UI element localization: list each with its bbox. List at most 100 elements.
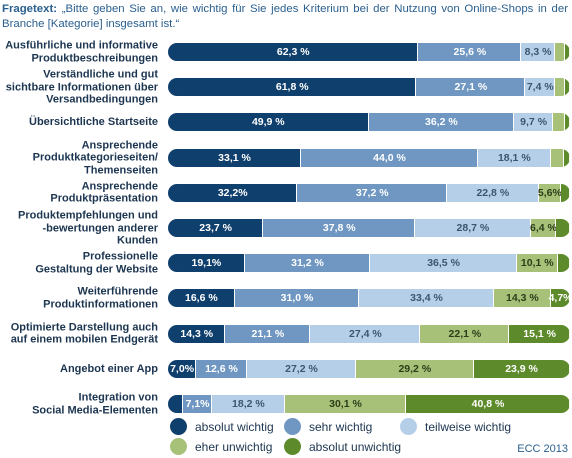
value-label: 31,0 % [280,292,314,305]
bar-segment [168,289,235,308]
bar-segment [168,43,419,61]
category-label: Optimierte Darstellung auch auf einem mo… [10,321,158,346]
value-label: 4,7% [548,292,570,305]
bar-segment [415,219,531,237]
source: ECC 2013 [517,443,568,455]
bar-segment [370,254,517,273]
bar-segment [416,78,526,97]
bar-segment [556,219,570,237]
legend-entry: absolut unwichtig [284,438,401,455]
value-label: 10,1 % [520,257,554,270]
bar-segment [168,219,264,237]
legend-swatch [170,438,187,455]
category-label: Verständliche und gut sichtbare Informat… [5,68,158,106]
bar-segment [521,43,555,61]
bar-segment [183,395,212,413]
legend-label: sehr wichtig [309,419,373,434]
value-label: 36,5 % [427,257,460,270]
value-label: 49,9 % [251,116,285,129]
bar-track: 14,3 % 21,1 % 27,4 % 22,1 % 15,1 % [168,324,570,343]
legend-entry: eher unwichtig [170,438,272,455]
bar-segment [563,148,570,167]
value-label: 23,9 % [505,362,538,375]
value-label: 5,6% [537,186,562,199]
value-label: 18,2 % [232,398,265,410]
bar-segment [564,113,570,132]
bar-segment [420,324,510,343]
bar-segment [525,78,556,97]
legend-swatch [284,418,301,435]
bar-segment [405,395,570,413]
legend-label: teilweise wichtig [425,419,512,434]
bar-segment [561,183,570,202]
bar-segment [244,254,371,273]
value-label: 27,2 % [285,362,318,375]
bar-segment [553,113,565,132]
bar-segment [550,148,564,167]
bar-segment [555,78,566,97]
bar-segment [297,183,447,202]
category-label: Angebot einer App [60,362,158,375]
category-label: Übersichtliche Startseite [29,116,158,129]
bar-track: 23,7 % 37,8 % 28,7 % 6,4 % [168,219,570,237]
bar-segment [509,324,570,343]
value-label: 62,3 % [276,46,310,58]
value-label: 7,4 % [526,81,554,94]
bar-track: 16,6 % 31,0 % 33,4 % 14,3 % 4,7% [168,289,570,308]
bar-track: 62,3 % 25,6 % 8,3 % [168,43,570,61]
value-label: 7,1% [185,398,210,410]
legend-label: eher unwichtig [195,439,273,454]
bar-segment [168,78,417,97]
bar-segment [516,254,558,273]
bar-segment [168,113,369,132]
value-label: 22,8 % [476,186,510,199]
bar-segment [565,78,570,97]
legend-entry: teilweise wichtig [400,418,511,435]
value-label: 36,2 % [425,116,458,129]
bar-segment [493,289,552,308]
bar-segment [538,183,562,202]
value-label: 16,6 % [185,292,218,305]
value-label: 61,8 % [275,81,309,94]
bar-track: 32,2% 37,2 % 22,8 % 5,6% [168,183,570,202]
bar-segment [477,148,551,167]
value-label: 25,6 % [453,46,487,58]
category-label: Ansprechende Produktpräsentation [50,180,158,205]
bar-segment [551,289,570,308]
bar-segment [301,148,478,167]
bar-track: 61,8 % 27,1 % 7,4 % [168,78,570,97]
bar-segment [530,219,557,237]
question-label: Fragetext: [2,3,58,15]
legend-swatch [170,418,187,435]
bar-track: 19,1% 31,2 % 36,5 % 10,1 % [168,254,570,273]
bar-segment [168,324,226,343]
bar-segment [359,289,494,308]
bar-segment [234,289,360,308]
bar-segment [168,254,245,273]
bar-segment [168,359,197,378]
category-label: Integration von Social Media-Elementen [32,391,158,417]
value-label: 29,2 % [398,362,432,375]
bar-segment [168,183,298,202]
value-label: 6,4 % [530,222,557,234]
category-label: Produktempfehlungen und -bewertungen and… [18,209,158,247]
value-label: 14,3 % [180,327,214,340]
bar-segment [168,148,302,167]
value-label: 8,3 % [524,46,552,58]
bar-segment [368,113,515,132]
bar-segment [246,359,357,378]
legend-label: absolut wichtig [195,419,274,434]
category-label: Ausführliche und informative Produktbesc… [5,39,158,65]
value-label: 27,4 % [349,327,382,340]
value-label: 33,4 % [410,292,443,305]
bar-segment [263,219,416,237]
value-label: 7,0% [170,362,195,375]
category-label: Professionelle Gestaltung der Website [35,250,158,276]
bar-segment [564,43,570,61]
value-label: 40,8 % [471,398,505,410]
value-label: 37,8 % [322,222,356,234]
legend-entry: sehr wichtig [284,418,372,435]
legend-swatch [400,418,417,435]
value-label: 23,7 % [199,222,232,234]
value-label: 18,1 % [497,151,531,164]
